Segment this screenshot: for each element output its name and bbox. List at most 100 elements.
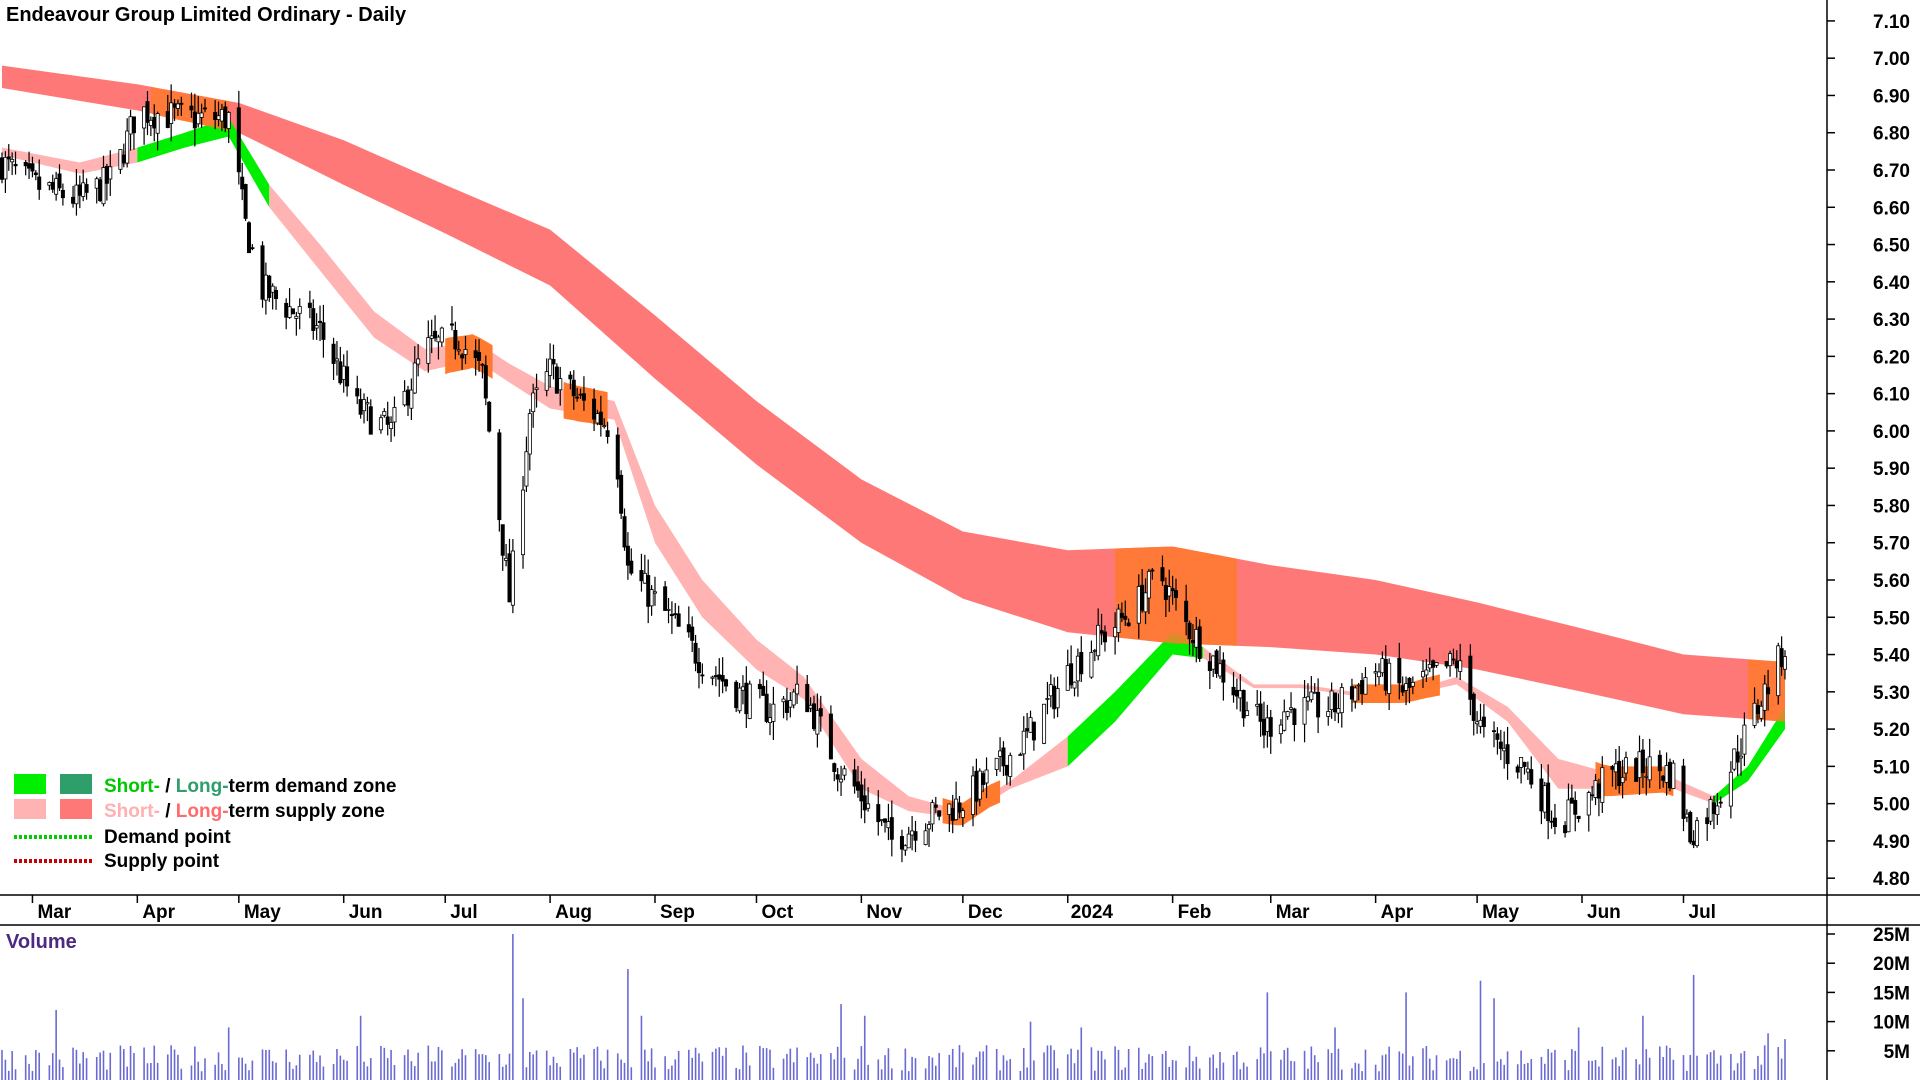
candle-body [480,363,485,366]
candle-body [1742,724,1747,755]
candle-body [1640,749,1645,774]
candle-body [527,413,532,455]
candle-body [463,349,468,355]
candle-body [852,769,857,787]
candle-body [1613,763,1618,773]
candle-body [862,795,867,811]
date-tick-label: Sep [660,902,695,923]
candle-body [1397,657,1402,684]
volume-tick-label: 5M [1884,1042,1910,1063]
price-tick-label: 7.00 [1873,49,1910,70]
candle-body [1468,655,1473,700]
candle-body [1353,687,1358,702]
candle-body [1387,662,1392,694]
candle-body [717,674,722,680]
candle-body [1241,690,1246,719]
price-tick-label: 6.10 [1873,385,1910,406]
candle-body [1667,761,1672,789]
candle-body [1069,663,1074,686]
candle-body [30,163,35,172]
candle-body [368,406,373,435]
candle-body [1373,671,1378,674]
candle-body [1363,677,1368,695]
candle-body [294,315,299,319]
candle-body [23,162,28,167]
candle-body [402,390,407,406]
candle-body [1123,615,1128,620]
price-tick-label: 5.20 [1873,720,1910,741]
candle-body [1427,663,1432,669]
short-term-supply-zone [1203,647,1714,804]
candle-body [223,106,228,129]
volume-tick-label: 25M [1873,925,1910,946]
candle-body [551,359,556,365]
candle-body [1732,748,1737,770]
candle-body [1681,765,1686,819]
candle-body [169,102,174,124]
candle-body [1448,653,1453,667]
candle-body [1360,680,1365,695]
price-tick-label: 4.90 [1873,832,1910,853]
candle-body [355,388,360,397]
candle-body [172,103,177,108]
price-tick-label: 5.00 [1873,795,1910,816]
candle-body [690,626,695,641]
candle-body [1711,802,1716,814]
candle-body [453,330,458,350]
candle-body [1684,813,1689,818]
candle-body [1143,592,1148,613]
candle-body [1664,765,1669,783]
candle-body [720,675,725,682]
candle-body [1305,696,1310,702]
candle-body [1708,799,1713,822]
price-tick-label: 5.40 [1873,646,1910,667]
candle-body [1728,771,1733,807]
candle-body [1221,659,1226,683]
date-tick-label: Apr [142,902,175,923]
candle-body [226,112,231,129]
candle-body [1715,805,1720,816]
candle-body [270,285,275,293]
candle-body [429,335,434,339]
candle-body [883,818,888,823]
date-tick-label: Nov [866,902,902,923]
candle-body [1096,624,1101,657]
candle-body [1705,817,1710,825]
candle-body [1623,757,1628,774]
candle-body [341,365,346,380]
candle-body [1475,721,1480,725]
candle-body [240,176,245,190]
candle-body [649,589,654,607]
candle-body [1563,825,1568,834]
candle-body [1048,684,1053,697]
candle-body [409,389,414,409]
candle-body [74,184,79,205]
candle-body [1042,703,1047,744]
candle-body [6,156,11,160]
candle-body [642,572,647,584]
candle-body [33,172,38,176]
candle-body [1688,811,1693,843]
candle-body [686,624,691,633]
candle-body [54,178,59,195]
candle-body [531,392,536,413]
candle-body [1776,645,1781,697]
candle-body [734,681,739,709]
price-tick-label: 6.80 [1873,124,1910,145]
candle-body [957,802,962,813]
candle-body [94,178,99,189]
long-term-supply-zone [2,65,1785,722]
candle-body [1718,801,1723,804]
candle-body [497,432,502,521]
candle-body [165,111,170,128]
candle-body [1576,815,1581,819]
price-tick-label: 5.30 [1873,683,1910,704]
candle-body [1356,684,1361,687]
candle-body [331,343,336,364]
candle-body [1001,747,1006,767]
short-term-supply-zone [2,147,138,174]
candle-body [625,545,630,566]
date-tick-label: Mar [37,902,71,923]
candle-body [629,560,634,574]
candle-body [192,111,197,129]
